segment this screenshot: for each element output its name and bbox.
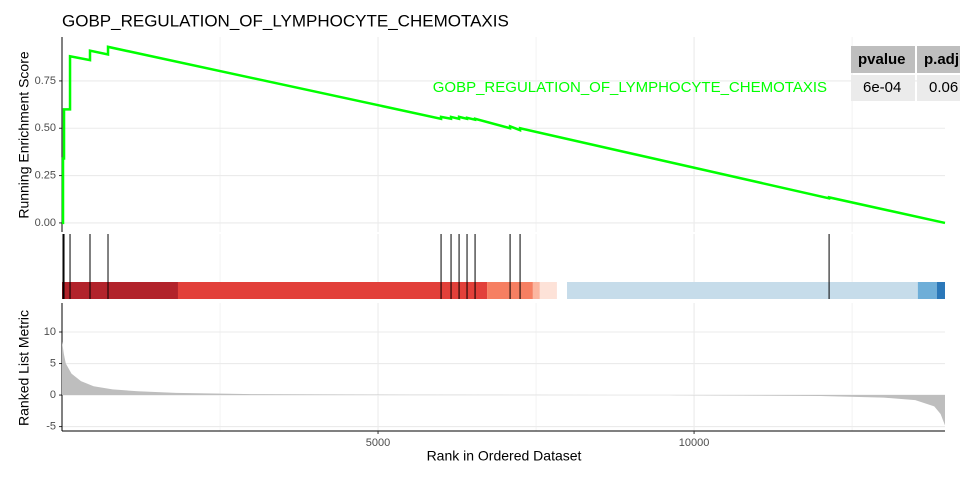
annotation: GOBP_REGULATION_OF_LYMPHOCYTE_CHEMOTAXIS [433,79,827,96]
color-band [532,282,540,299]
y-tick-label: 10 [44,326,56,338]
x-tick-label: 10000 [679,437,710,449]
y-tick-label: 0.00 [35,217,56,229]
y-tick-label: 0.75 [35,75,56,87]
y-tick-label: 5 [50,357,56,369]
y-tick-label: 0 [50,389,56,401]
y-tick-label: -5 [46,420,56,432]
table-value: 0.06 [929,79,958,96]
table-header-cell [917,46,960,73]
y-tick-label: 0.50 [35,122,56,134]
color-band [177,282,488,299]
metric-area [62,341,945,426]
y-axis-label: Ranked List Metric [16,310,32,426]
y-axis-label: Running Enrichment Score [16,51,32,219]
color-band [539,282,557,299]
y-tick-label: 0.25 [35,169,56,181]
table-header: pvalue [858,51,906,68]
x-tick-label: 5000 [366,437,390,449]
color-band [567,282,918,299]
color-band [62,282,178,299]
table-header: p.adj [924,51,959,68]
table-cell [917,75,960,101]
table-value: 6e-04 [863,79,901,96]
color-band [936,282,945,299]
chart-title: GOBP_REGULATION_OF_LYMPHOCYTE_CHEMOTAXIS [62,11,509,30]
running-score-line [61,45,946,225]
color-band [917,282,937,299]
x-axis-label: Rank in Ordered Dataset [427,448,582,464]
table-header-cell [851,46,915,73]
table-cell [851,75,915,101]
